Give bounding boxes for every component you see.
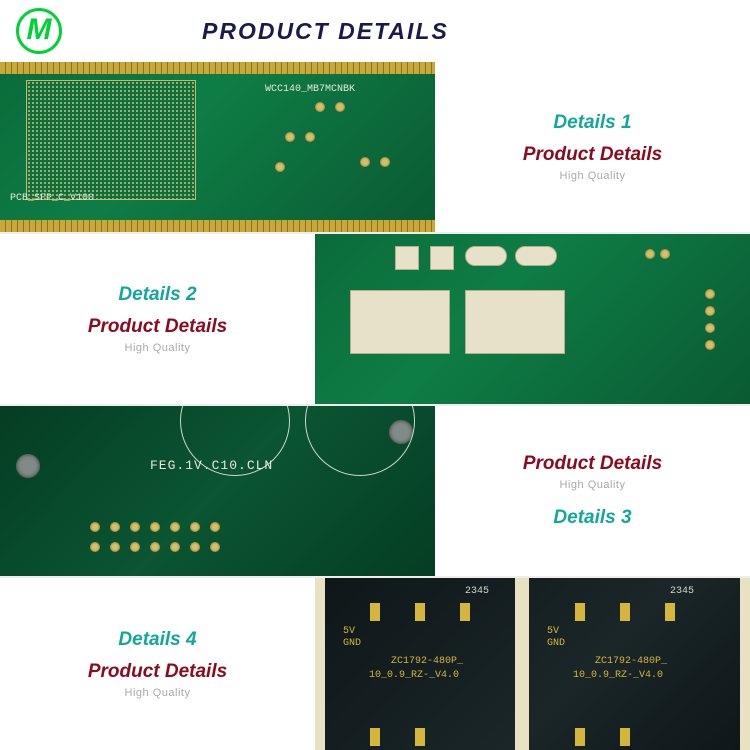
detail-text-3: Product Details High Quality Details 3 [435, 406, 750, 576]
detail-row-3: FEG.1V.C10.CLN Product Details High Qual… [0, 406, 750, 578]
page-title: PRODUCT DETAILS [202, 18, 449, 45]
quality-text: High Quality [125, 342, 191, 354]
product-image-3: FEG.1V.C10.CLN [0, 406, 435, 576]
detail-subtitle: Product Details [523, 144, 662, 166]
silk-5v: 5V [547, 626, 559, 637]
detail-label: Details 2 [118, 284, 196, 306]
detail-text-2: Details 2 Product Details High Quality [0, 234, 315, 404]
detail-label: Details 1 [553, 112, 631, 134]
logo-letter: M [27, 15, 52, 45]
product-rows: PCB_SFP_C_V100 WCC140_MB7MCNBK Details 1… [0, 62, 750, 750]
detail-text-4: Details 4 Product Details High Quality [0, 578, 315, 750]
product-image-1: PCB_SFP_C_V100 WCC140_MB7MCNBK [0, 62, 435, 232]
quality-text: High Quality [125, 687, 191, 699]
silk-label: FEG.1V.C10.CLN [150, 458, 273, 473]
silk-label: PCB_SFP_C_V100 [10, 193, 94, 204]
detail-row-4: Details 4 Product Details High Quality 5… [0, 578, 750, 750]
silk-batch: 2345 [465, 586, 489, 597]
product-image-2 [315, 234, 750, 404]
detail-subtitle: Product Details [523, 453, 662, 475]
detail-label: Details 4 [118, 629, 196, 651]
quality-text: High Quality [560, 170, 626, 182]
quality-text: High Quality [560, 479, 626, 491]
logo-circle: M [16, 8, 62, 54]
silk-batch: 2345 [670, 586, 694, 597]
header: M PRODUCT DETAILS [0, 0, 750, 62]
product-image-4: 5V GND ZC1792-480P_ 10_0.9_RZ-_V4.0 2345… [315, 578, 750, 750]
silk-gnd: GND [547, 638, 565, 649]
silk-ver: 10_0.9_RZ-_V4.0 [369, 670, 459, 681]
silk-model: ZC1792-480P_ [391, 656, 463, 667]
silk-model: ZC1792-480P_ [595, 656, 667, 667]
detail-subtitle: Product Details [88, 661, 227, 683]
silk-label: WCC140_MB7MCNBK [265, 84, 355, 95]
detail-text-1: Details 1 Product Details High Quality [435, 62, 750, 232]
detail-label: Details 3 [553, 507, 631, 529]
detail-row-2: Details 2 Product Details High Quality [0, 234, 750, 406]
silk-5v: 5V [343, 626, 355, 637]
silk-ver: 10_0.9_RZ-_V4.0 [573, 670, 663, 681]
silk-gnd: GND [343, 638, 361, 649]
detail-subtitle: Product Details [88, 316, 227, 338]
detail-row-1: PCB_SFP_C_V100 WCC140_MB7MCNBK Details 1… [0, 62, 750, 234]
